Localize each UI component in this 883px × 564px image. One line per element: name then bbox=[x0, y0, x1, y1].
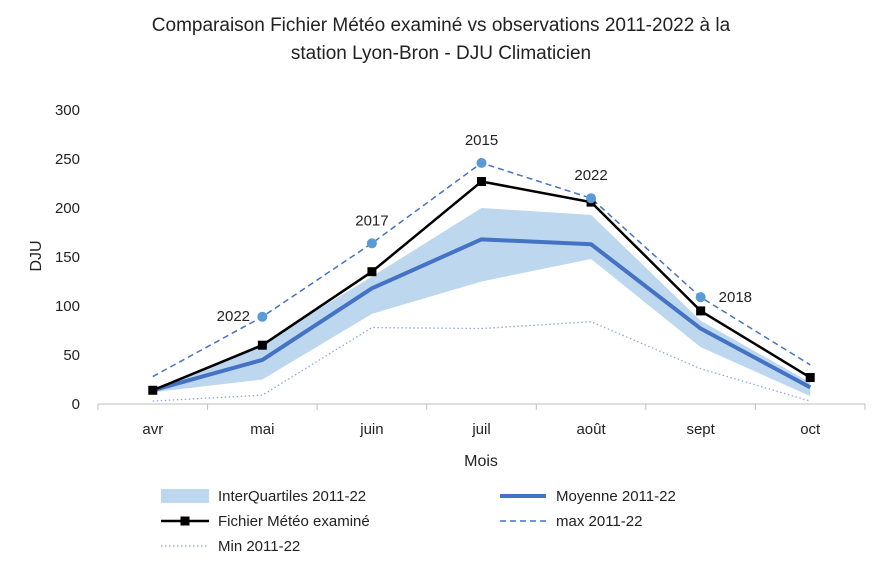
y-tick-label: 0 bbox=[72, 396, 80, 413]
x-tick-label: avr bbox=[142, 421, 163, 438]
max-point bbox=[476, 157, 487, 168]
legend-label-moyenne: Moyenne 2011-22 bbox=[556, 488, 676, 505]
y-tick-label: 250 bbox=[55, 151, 80, 168]
y-tick-label: 150 bbox=[55, 249, 80, 266]
legend-label-fichier: Fichier Météo examiné bbox=[218, 513, 370, 530]
x-tick-label: juil bbox=[471, 421, 490, 438]
series-fichier-point bbox=[257, 340, 267, 350]
series-fichier-point bbox=[148, 385, 158, 395]
chart-title-line2: station Lyon-Bron - DJU Climaticien bbox=[291, 43, 591, 64]
chart-title-line1: Comparaison Fichier Météo examiné vs obs… bbox=[152, 15, 731, 36]
x-axis: avr mai juin juil août sept oct bbox=[97, 403, 866, 438]
legend-swatch-interquartiles bbox=[161, 489, 209, 503]
legend-label-max: max 2011-22 bbox=[556, 513, 642, 530]
series-fichier-point bbox=[477, 177, 486, 187]
legend-label-min: Min 2011-22 bbox=[218, 538, 300, 555]
y-tick-label: 50 bbox=[63, 347, 80, 364]
max-point bbox=[257, 311, 268, 322]
legend-label-interquartiles: InterQuartiles 2011-22 bbox=[218, 488, 366, 505]
max-year-annotation: 2018 bbox=[719, 289, 752, 306]
y-axis-label: DJU bbox=[28, 240, 45, 271]
max-point bbox=[695, 292, 706, 303]
plot-area: 2022 2017 2015 2022 2018 bbox=[148, 132, 815, 402]
y-tick-label: 200 bbox=[55, 200, 80, 217]
series-fichier-point bbox=[805, 373, 815, 383]
series-fichier-point bbox=[696, 306, 706, 316]
x-axis-label: Mois bbox=[464, 453, 498, 470]
max-point bbox=[366, 238, 377, 249]
max-year-annotation: 2022 bbox=[217, 308, 250, 325]
interquartile-band bbox=[152, 208, 811, 397]
x-tick-label: oct bbox=[800, 421, 821, 438]
max-year-annotation: 2015 bbox=[465, 132, 498, 149]
legend: InterQuartiles 2011-22 Moyenne 2011-22 Fic… bbox=[161, 488, 676, 555]
y-tick-label: 300 bbox=[55, 102, 80, 119]
y-axis: 0 50 100 150 200 250 300 bbox=[55, 102, 80, 413]
series-moyenne-line bbox=[152, 237, 812, 393]
x-tick-label: août bbox=[576, 421, 606, 438]
max-point bbox=[586, 193, 597, 204]
series-fichier-point bbox=[367, 267, 377, 277]
y-tick-label: 100 bbox=[55, 298, 80, 315]
max-year-annotation: 2017 bbox=[355, 212, 388, 229]
series-min-line bbox=[152, 321, 811, 402]
legend-swatch-fichier-marker bbox=[180, 516, 190, 526]
max-year-annotation: 2022 bbox=[574, 167, 607, 184]
x-tick-label: sept bbox=[686, 421, 715, 438]
x-tick-label: mai bbox=[250, 421, 274, 438]
x-tick-label: juin bbox=[359, 421, 383, 438]
